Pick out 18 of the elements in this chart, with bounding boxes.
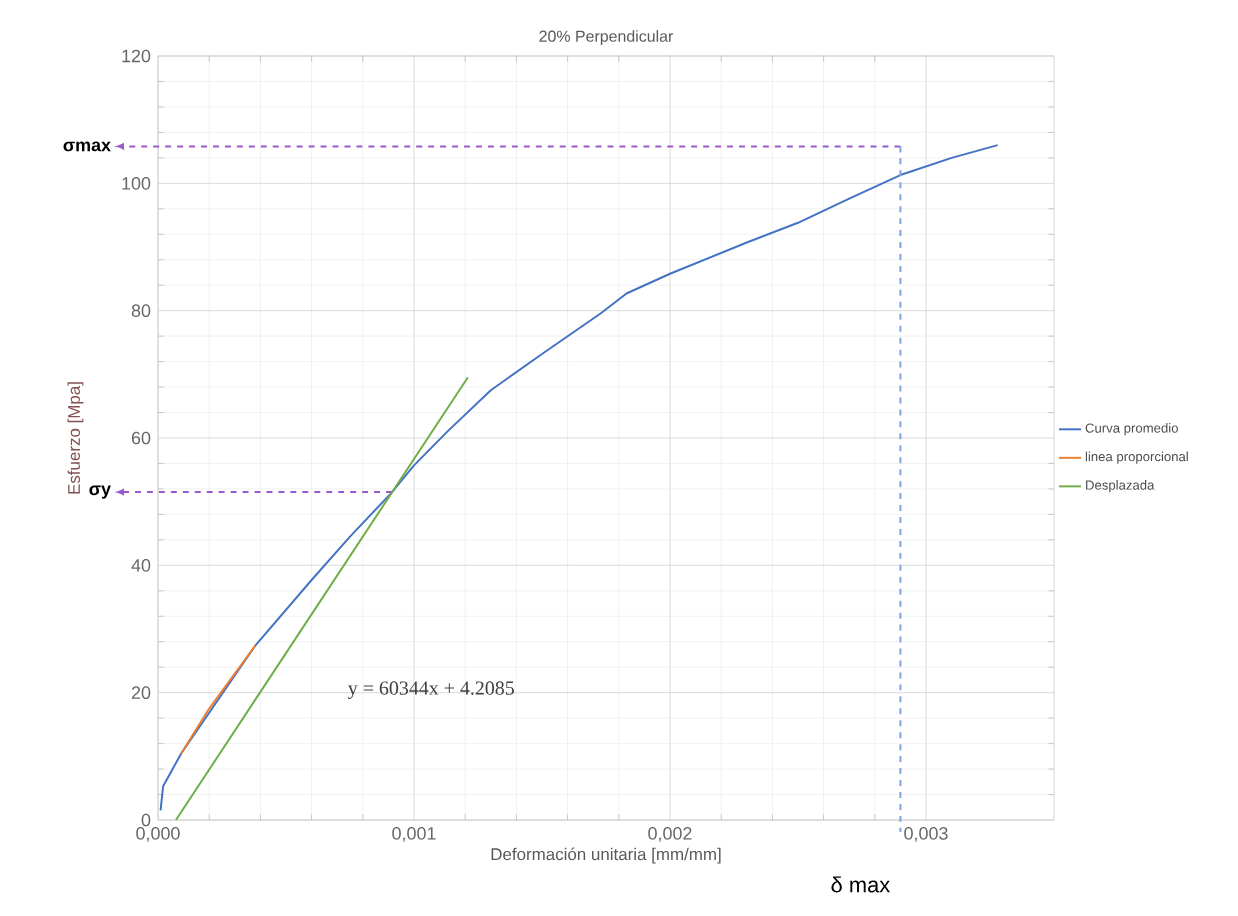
x-tick-label: 0,003 — [904, 827, 948, 842]
y-tick-label: 120 — [122, 49, 151, 63]
x-tick-label: 0,002 — [648, 827, 692, 842]
y-tick-label: 100 — [122, 176, 151, 190]
y-tick-label: 80 — [131, 304, 151, 318]
y-tick-label: 60 — [131, 431, 151, 445]
y-tick-label: 40 — [131, 558, 151, 572]
x-tick-label: 0,001 — [392, 827, 436, 842]
x-axis-title: Deformación unitaria [mm/mm] — [491, 847, 721, 864]
annotation: y = 60344x + 4.2085 — [348, 681, 514, 699]
ref-line-label: σmax — [63, 141, 111, 152]
ref-line-label: δ max — [831, 876, 890, 893]
y-axis-title: Esfuerzo [Mpa] — [67, 382, 84, 494]
ref-line-label: σy — [89, 485, 111, 499]
y-tick-label: 0 — [141, 813, 151, 827]
y-tick-label: 20 — [131, 686, 151, 700]
x-tick-label: 0,000 — [136, 827, 180, 842]
line-series — [159, 144, 999, 812]
